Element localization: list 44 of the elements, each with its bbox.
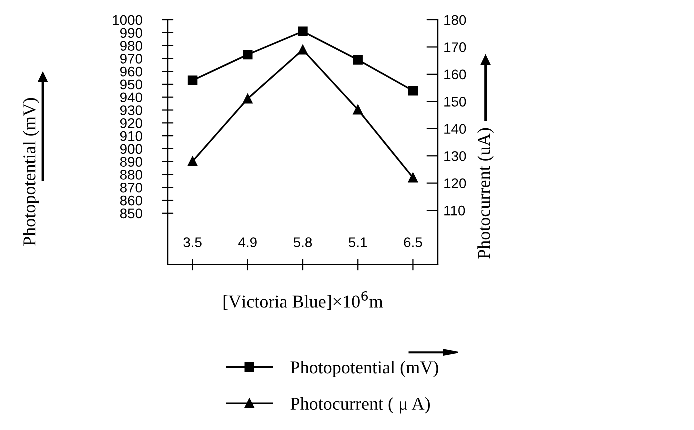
y-tick-label: 900 bbox=[120, 144, 142, 154]
y-tick-label: 960 bbox=[120, 66, 142, 77]
y-tick-label: 890 bbox=[120, 157, 142, 168]
legend-label: Photopotential (mV) bbox=[290, 361, 438, 378]
point bbox=[188, 76, 198, 86]
y2-tick-label: 170 bbox=[444, 42, 466, 52]
y2-tick-label: 160 bbox=[444, 70, 466, 80]
x-axis-title: [Victoria Blue]×10$^{6}$m bbox=[224, 291, 384, 310]
y-tick-label: 930 bbox=[120, 106, 142, 116]
y2-tick-label: 110 bbox=[444, 206, 466, 216]
point bbox=[243, 50, 253, 60]
x-tick-label: 4.9 bbox=[238, 238, 257, 248]
legend-label: Photocurrent ( μ A) bbox=[290, 397, 430, 414]
y2-axis-title: Photocurrent (uA) bbox=[478, 128, 494, 259]
point bbox=[408, 86, 418, 96]
x-tick-label: 6.5 bbox=[404, 238, 422, 248]
y2-tick-label: 140 bbox=[444, 124, 466, 134]
point bbox=[353, 104, 363, 115]
y2-tick-label: 150 bbox=[444, 97, 466, 107]
y-tick-label: 870 bbox=[120, 182, 142, 193]
y-tick-label: 940 bbox=[120, 92, 142, 103]
point bbox=[298, 45, 308, 55]
y-tick-label: 980 bbox=[120, 41, 142, 51]
point bbox=[408, 173, 418, 183]
y-tick-label: 990 bbox=[120, 28, 142, 38]
y-tick-label: 920 bbox=[120, 118, 142, 128]
y-tick-label: 910 bbox=[120, 131, 142, 142]
y-tick-label: 860 bbox=[120, 196, 142, 206]
point bbox=[298, 26, 308, 36]
y-tick-label: 950 bbox=[120, 80, 142, 90]
point bbox=[243, 94, 253, 104]
y2-tick-label: 180 bbox=[444, 15, 466, 26]
y-tick-label: 1000 bbox=[113, 15, 142, 26]
y-tick-label: 970 bbox=[120, 54, 142, 64]
y-axis-title: Photopotential (mV) bbox=[23, 98, 40, 246]
y2-tick-label: 120 bbox=[444, 178, 466, 189]
point bbox=[353, 55, 363, 65]
x-tick-label: 5.8 bbox=[294, 238, 312, 248]
point bbox=[188, 156, 198, 166]
y2-tick-label: 130 bbox=[444, 151, 466, 162]
x-tick-label: 3.5 bbox=[184, 238, 202, 248]
x-tick-label: 5.1 bbox=[349, 238, 368, 248]
y-tick-label: 850 bbox=[120, 208, 142, 219]
y-tick-label: 880 bbox=[120, 170, 142, 180]
